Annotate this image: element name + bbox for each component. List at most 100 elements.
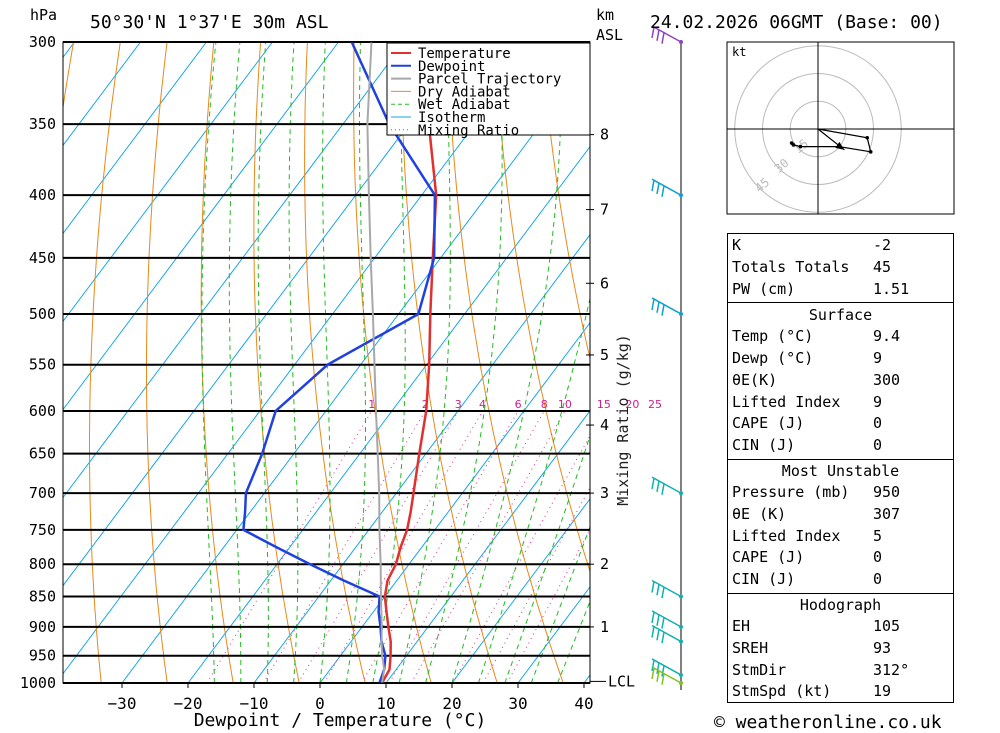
mixing-ratio-label: 8	[541, 398, 548, 411]
mixing-ratio-label: 1	[368, 398, 375, 411]
dry-adiabat-line	[146, 42, 168, 683]
wind-barb	[651, 658, 683, 677]
mixing-ratio-label: 25	[648, 398, 662, 411]
x-tick-label: −10	[240, 694, 269, 713]
most-unstable-row: θE (K) 307	[732, 505, 901, 523]
km-label: 1	[600, 618, 609, 636]
copyright[interactable]: © weatheronline.co.uk	[714, 712, 942, 733]
x-tick-label: 40	[574, 694, 593, 713]
most-unstable-row: CAPE (J) 0	[732, 548, 883, 566]
pressure-label: 1000	[20, 674, 56, 692]
mixing-ratio-line	[297, 410, 459, 683]
isotherm-line	[451, 498, 590, 683]
height-unit-km: km	[596, 6, 614, 24]
isotherm-line	[63, 42, 273, 323]
km-label: 2	[600, 555, 609, 573]
isotherm-line	[63, 42, 339, 411]
legend-entry: Parcel Trajectory	[418, 72, 561, 88]
legend-entry: Mixing Ratio	[418, 123, 519, 139]
index-row: PW (cm) 1.51	[732, 280, 910, 298]
x-tick-label: 0	[315, 694, 325, 713]
wind-barb	[651, 610, 683, 629]
mixing-ratio-label: 6	[515, 398, 522, 411]
pressure-label: 550	[29, 356, 56, 374]
legend-box	[386, 42, 591, 136]
isotherm-line	[385, 410, 590, 683]
hodograph-row: StmSpd (kt) 19	[732, 682, 892, 700]
pressure-label: 950	[29, 647, 56, 665]
dry-adiabat-line	[89, 42, 121, 683]
pressure-label: 700	[29, 484, 56, 502]
hodograph-point	[789, 141, 794, 145]
km-label: 7	[600, 201, 609, 219]
pressure-label: 900	[29, 618, 56, 636]
pressure-label: 600	[29, 402, 56, 420]
surface-row: Lifted Index 9	[732, 393, 883, 411]
x-tick-label: 20	[442, 694, 461, 713]
mixing-ratio-line	[206, 410, 373, 683]
temperature-axis-labels: −30 −20 −10 0 10 20 30 40	[108, 683, 594, 713]
x-tick-label: 10	[376, 694, 395, 713]
mixing-ratio-label: 3	[455, 398, 462, 411]
dry-adiabat-line	[200, 42, 234, 683]
legend-entry: Isotherm	[418, 110, 485, 126]
hodograph-frame	[726, 41, 955, 215]
surface-row: Dewp (°C) 9	[732, 349, 883, 367]
isotherm-line	[63, 42, 405, 499]
most-unstable-row: Lifted Index 5	[732, 527, 883, 545]
hodograph-title: Hodograph	[799, 596, 882, 614]
isotherm-line	[63, 42, 537, 675]
pressure-label: 800	[29, 555, 56, 573]
mixing-ratio-line	[323, 410, 483, 683]
pressure-label: 850	[29, 587, 56, 605]
surface-row: CIN (J) 0	[732, 436, 883, 454]
pressure-unit: hPa	[30, 6, 57, 24]
most-unstable-title: Most Unstable	[781, 462, 900, 480]
pressure-label: 500	[29, 305, 56, 323]
pressure-label: 350	[29, 115, 56, 133]
mixing-ratio-label: 2	[422, 398, 429, 411]
km-label: 4	[600, 416, 609, 434]
storm-motion-arrowhead	[835, 141, 845, 150]
mixing-ratio-labels: 1 2 3 4 6 8 10 15 20 25	[368, 398, 662, 411]
wet-adiabat-line	[201, 42, 217, 683]
wet-adiabat-line	[319, 42, 331, 683]
legend-entry: Dry Adiabat	[418, 84, 511, 100]
series-dewpoint	[242, 42, 437, 683]
mixing-ratio-axis-title: Mixing Ratio (g/kg)	[614, 334, 632, 506]
wet-adiabat-line	[228, 42, 242, 683]
wind-barb	[651, 666, 683, 685]
sounding-series	[242, 42, 438, 683]
legend-entry: Wet Adiabat	[418, 97, 511, 113]
most-unstable-row: CIN (J) 0	[732, 570, 883, 588]
hodograph-row: SREH 93	[732, 639, 892, 657]
wind-barb	[651, 579, 683, 599]
index-row: Totals Totals 45	[732, 258, 892, 276]
mixing-ratio-label: 4	[479, 398, 486, 411]
index-row: K -2	[732, 236, 892, 254]
km-label: 3	[600, 484, 609, 502]
legend-entry: Dewpoint	[418, 59, 485, 75]
x-tick-label: −20	[174, 694, 203, 713]
isotherm-line	[63, 42, 141, 147]
dry-adiabat-line	[493, 42, 590, 574]
pressure-label: 300	[29, 33, 56, 51]
wind-barb-column	[651, 25, 683, 690]
km-label: 6	[600, 274, 609, 292]
lcl-label: LCL	[608, 672, 635, 690]
sounding-datetime: 24.02.2026 06GMT (Base: 00)	[650, 12, 943, 33]
pressure-label: 650	[29, 445, 56, 463]
km-label: 8	[600, 126, 609, 144]
series-parcel-trajectory	[366, 42, 386, 683]
wind-barb	[651, 476, 683, 496]
wet-adiabat-line	[345, 42, 366, 683]
x-axis-title: Dewpoint / Temperature (°C)	[194, 710, 487, 731]
series-temperature	[380, 42, 438, 683]
most-unstable-row: Pressure (mb) 950	[732, 483, 901, 501]
surface-title: Surface	[808, 306, 873, 324]
surface-row: θE(K) 300	[732, 371, 901, 389]
wind-barb	[651, 25, 683, 44]
